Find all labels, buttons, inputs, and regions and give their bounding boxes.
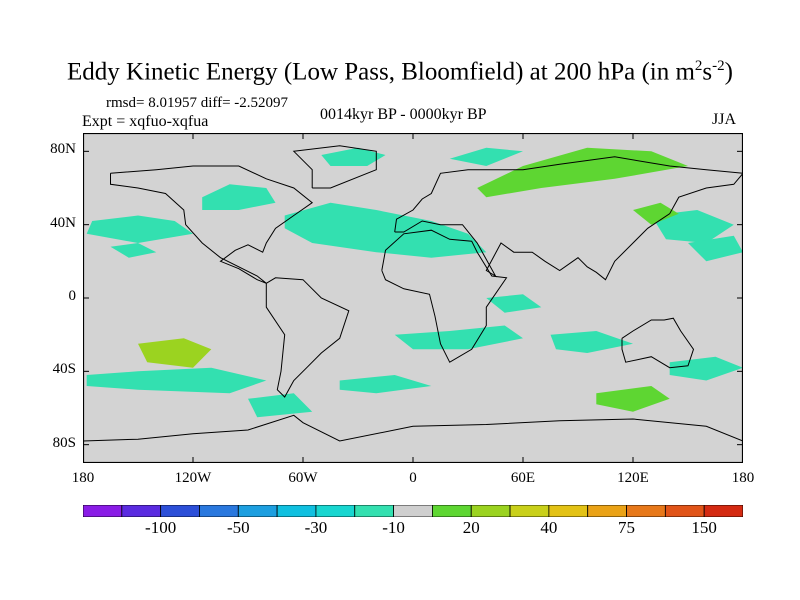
colorbar-label: -10	[382, 518, 405, 537]
x-tick-label: 60W	[288, 470, 318, 486]
colorbar-swatch	[509, 505, 550, 517]
colorbar-label: 40	[540, 518, 558, 537]
colorbar-swatch	[160, 505, 200, 517]
anomaly-indian-green	[596, 386, 670, 412]
anomaly-antarctic-cyan	[248, 393, 313, 418]
anomaly-south-pacific-cyan	[86, 367, 267, 394]
colorbar-label: -100	[145, 518, 177, 537]
anomaly-asia-blob	[651, 210, 734, 243]
colorbar-swatch	[548, 505, 589, 517]
colorbar-swatch	[121, 505, 162, 517]
colorbar-label: -30	[304, 518, 328, 537]
y-tick-label: 40N	[50, 214, 76, 231]
anomaly-indian-cyan	[550, 331, 633, 353]
season-label: JJA	[712, 111, 737, 128]
anomaly-south-atlantic-2	[339, 375, 432, 394]
colorbar-swatch	[626, 505, 666, 517]
colorbar-swatch	[83, 505, 123, 517]
x-tick-label: 60E	[510, 470, 536, 486]
world-map	[83, 133, 743, 463]
coastline-antarctica	[83, 414, 743, 442]
y-tick-label: 0	[68, 288, 77, 304]
colorbar-label: -50	[226, 518, 250, 537]
x-tick-label: 120W	[174, 470, 212, 486]
anomaly-barents-cyan	[449, 147, 523, 166]
colorbar	[83, 505, 743, 517]
colorbar-swatch	[315, 505, 356, 517]
y-tick-label: 80N	[50, 141, 76, 158]
anomaly-australia-cyan	[669, 356, 743, 381]
anomaly-south-atlantic-cyan	[394, 325, 523, 350]
x-tick-label: 0	[409, 470, 417, 486]
colorbar-label: 150	[691, 518, 717, 537]
anomaly-north-atlantic-blob	[284, 202, 487, 258]
map-title: Eddy Kinetic Energy (Low Pass, Bloomfiel…	[67, 58, 733, 86]
colorbar-label: 20	[462, 518, 480, 537]
anomaly-north-pacific-blob	[202, 184, 276, 210]
period-label: 0014kyr BP - 0000kyr BP	[320, 106, 487, 123]
colorbar-swatch	[276, 505, 317, 517]
x-tick-label: 120E	[617, 470, 649, 486]
anomaly-equatorial-indian	[486, 294, 542, 313]
anomaly-greenland-blob	[321, 147, 386, 166]
x-tick-label: 180	[731, 470, 755, 486]
colorbar-label: 75	[618, 518, 636, 537]
rmsd-label: rmsd= 8.01957 diff= -2.52097	[106, 95, 289, 111]
coastline-africa	[381, 229, 508, 363]
map-background	[83, 133, 743, 463]
colorbar-swatch	[354, 505, 394, 517]
colorbar-swatch	[664, 505, 705, 517]
coastline-greenland	[292, 145, 377, 189]
colorbar-swatch	[432, 505, 472, 517]
anomaly-pacific-east-cyan	[688, 235, 743, 262]
anomaly-south-pacific-green	[138, 338, 212, 368]
coastline-south-america	[265, 277, 350, 398]
anomaly-east-pacific-small	[110, 243, 157, 258]
colorbar-swatch	[470, 505, 511, 517]
anomaly-north-pacific-west-blob	[86, 215, 193, 243]
colorbar-swatch	[237, 505, 278, 517]
colorbar-swatch	[393, 505, 433, 517]
y-tick-label: 80S	[52, 434, 76, 451]
anomaly-east-asia-green	[633, 202, 679, 225]
x-tick-label: 180	[71, 470, 95, 486]
coastline-australia	[621, 317, 695, 369]
y-tick-label: 40S	[52, 361, 76, 378]
colorbar-swatch	[703, 505, 743, 517]
coastline-north-america	[110, 165, 314, 284]
colorbar-swatch	[199, 505, 239, 517]
experiment-label: Expt = xqfuo-xqfua	[82, 113, 209, 130]
colorbar-swatch	[587, 505, 627, 517]
